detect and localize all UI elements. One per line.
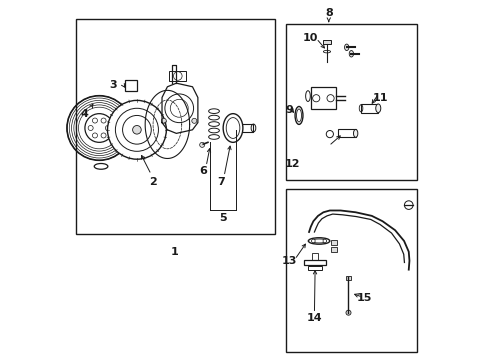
Text: 15: 15 [356,293,371,303]
Bar [337,130,355,137]
Circle shape [101,118,106,123]
Circle shape [88,126,93,131]
Circle shape [132,126,141,134]
Text: 5: 5 [219,213,226,222]
Circle shape [105,126,110,131]
Bar [285,24,416,180]
Text: 3: 3 [110,80,117,90]
Text: 9: 9 [285,105,293,115]
Circle shape [101,133,106,138]
Circle shape [92,118,97,123]
Circle shape [191,118,196,123]
Circle shape [346,310,350,315]
Text: 7: 7 [217,177,224,187]
Text: 13: 13 [281,256,296,266]
Text: 12: 12 [285,159,300,169]
Bar [330,247,336,252]
Bar [323,40,330,44]
Circle shape [199,142,204,147]
Bar [310,87,335,109]
Text: 4: 4 [81,109,89,119]
Ellipse shape [348,50,353,57]
Ellipse shape [375,104,380,113]
Bar [360,104,378,113]
Text: 6: 6 [199,166,207,176]
Ellipse shape [294,107,303,125]
Circle shape [107,100,166,159]
Bar [330,240,336,245]
Bar [285,189,416,352]
Bar [169,71,186,81]
Ellipse shape [308,238,329,244]
Bar [125,80,137,91]
Bar [304,260,325,265]
Ellipse shape [344,44,348,50]
Bar [312,253,317,260]
Bar [346,276,350,280]
Ellipse shape [223,114,243,142]
Text: 1: 1 [170,247,178,257]
Bar [307,266,322,270]
Text: 14: 14 [306,313,322,323]
Circle shape [311,239,314,243]
Circle shape [323,239,326,243]
Circle shape [92,133,97,138]
Ellipse shape [353,130,357,137]
Bar [76,19,274,234]
Circle shape [161,118,166,123]
Text: 2: 2 [149,177,157,187]
Text: 10: 10 [303,33,318,43]
Text: 11: 11 [372,93,388,103]
Text: 8: 8 [324,8,332,18]
Ellipse shape [251,124,255,132]
